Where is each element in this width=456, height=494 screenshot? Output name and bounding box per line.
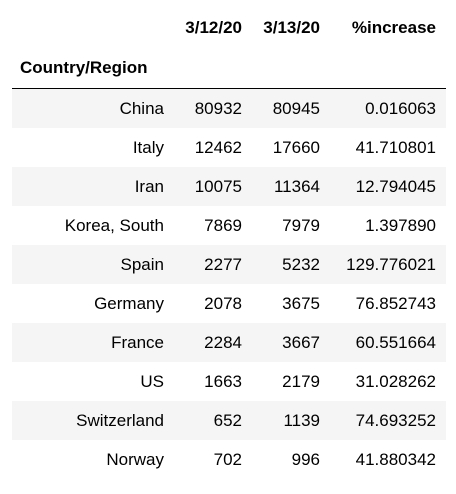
row-3-12-20-cell: 702 xyxy=(213,449,242,469)
row-3-13-20-cell: 1139 xyxy=(283,410,320,430)
index-corner-cell xyxy=(12,8,174,48)
table-row: Korea, South 7869 7979 1.397890 xyxy=(12,206,446,245)
row-percent-increase-cell: 60.551664 xyxy=(355,332,436,352)
row-3-12-20-cell: 80932 xyxy=(194,98,242,118)
row-3-13-20-cell: 5232 xyxy=(282,254,320,274)
row-3-13-20-cell: 17660 xyxy=(272,137,320,157)
row-3-13-20-cell: 80945 xyxy=(272,98,320,118)
row-3-13-20-cell: 2179 xyxy=(282,371,320,391)
row-3-13-20-cell: 996 xyxy=(291,449,320,469)
table-row: China 80932 80945 0.016063 xyxy=(12,88,446,128)
row-3-12-20-cell: 652 xyxy=(213,410,242,430)
row-percent-increase-cell: 0.016063 xyxy=(365,98,436,118)
row-country-cell: Switzerland xyxy=(76,410,164,430)
row-country-cell: Spain xyxy=(120,254,164,274)
row-country-cell: Iran xyxy=(134,176,164,196)
row-3-12-20-cell: 2078 xyxy=(204,293,242,313)
index-name-spacer xyxy=(174,48,252,89)
row-3-12-20-cell: 12462 xyxy=(194,137,242,157)
row-3-12-20-cell: 10075 xyxy=(194,176,242,196)
table-row: Germany 2078 3675 76.852743 xyxy=(12,284,446,323)
row-country-cell: France xyxy=(111,332,164,352)
index-name-spacer xyxy=(330,48,446,89)
row-percent-increase-cell: 74.693252 xyxy=(355,410,436,430)
table-body: China 80932 80945 0.016063 Italy 12462 17660 41… xyxy=(12,88,446,479)
column-header-3-12-20: 3/12/20 xyxy=(185,18,242,37)
row-percent-increase-cell: 41.880342 xyxy=(355,449,436,469)
column-header-3-13-20: 3/13/20 xyxy=(263,18,320,37)
row-country-cell: Norway xyxy=(106,449,164,469)
row-country-cell: Italy xyxy=(132,137,164,157)
row-3-12-20-cell: 2277 xyxy=(204,254,242,274)
table-row: Iran 10075 11364 12.794045 xyxy=(12,167,446,206)
row-country-cell: US xyxy=(140,371,164,391)
row-3-13-20-cell: 3667 xyxy=(282,332,320,352)
index-name-spacer xyxy=(252,48,330,89)
row-percent-increase-cell: 31.028262 xyxy=(355,371,436,391)
row-percent-increase-cell: 12.794045 xyxy=(355,176,436,196)
table-header: 3/12/20 3/13/20 %increase Country/Region xyxy=(12,8,446,89)
row-3-13-20-cell: 11364 xyxy=(273,176,320,196)
dataframe-table: 3/12/20 3/13/20 %increase Country/Region… xyxy=(12,8,446,479)
row-3-13-20-cell: 3675 xyxy=(282,293,320,313)
table-row: France 2284 3667 60.551664 xyxy=(12,323,446,362)
table-row: Norway 702 996 41.880342 xyxy=(12,440,446,479)
row-3-12-20-cell: 2284 xyxy=(204,332,242,352)
row-percent-increase-cell: 1.397890 xyxy=(365,215,436,235)
row-percent-increase-cell: 41.710801 xyxy=(355,137,436,157)
table-row: Italy 12462 17660 41.710801 xyxy=(12,128,446,167)
row-3-12-20-cell: 7869 xyxy=(204,215,242,235)
column-header-row: 3/12/20 3/13/20 %increase xyxy=(12,8,446,48)
row-percent-increase-cell: 129.776021 xyxy=(346,254,436,274)
row-country-cell: Korea, South xyxy=(64,215,164,235)
row-country-cell: Germany xyxy=(94,293,164,313)
row-3-12-20-cell: 1663 xyxy=(204,371,242,391)
index-name-row: Country/Region xyxy=(12,48,446,89)
row-percent-increase-cell: 76.852743 xyxy=(355,293,436,313)
index-name-label: Country/Region xyxy=(20,58,148,77)
column-header-percent-increase: %increase xyxy=(351,18,436,37)
table-row: Switzerland 652 1139 74.693252 xyxy=(12,401,446,440)
row-3-13-20-cell: 7979 xyxy=(282,215,320,235)
table-row: US 1663 2179 31.028262 xyxy=(12,362,446,401)
row-country-cell: China xyxy=(119,98,164,118)
table-row: Spain 2277 5232 129.776021 xyxy=(12,245,446,284)
